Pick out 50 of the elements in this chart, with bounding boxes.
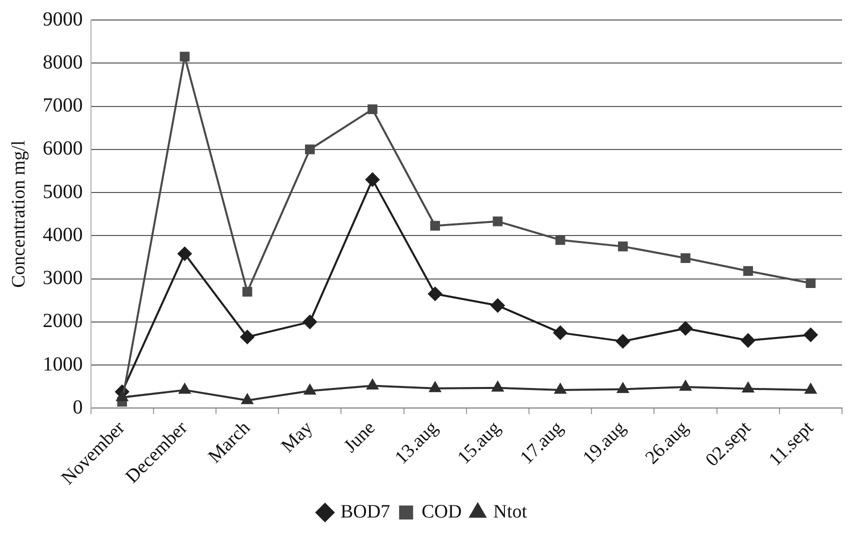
point xyxy=(742,382,754,393)
point xyxy=(618,242,628,252)
y-tick-label: 6000 xyxy=(42,138,83,160)
point xyxy=(617,382,629,393)
point xyxy=(492,381,504,392)
point xyxy=(804,384,816,394)
point xyxy=(304,384,316,395)
y-tick-label: 7000 xyxy=(42,94,83,117)
point xyxy=(178,246,192,261)
point xyxy=(806,278,816,288)
x-tick-label: May xyxy=(277,417,318,457)
point xyxy=(616,334,630,348)
point xyxy=(428,286,442,301)
point xyxy=(242,286,252,297)
point xyxy=(368,104,378,114)
y-tick-label: 1000 xyxy=(42,353,83,376)
x-tick-label: June xyxy=(340,417,380,457)
y-axis-title: Concentration mg/l xyxy=(8,140,30,288)
y-tick-label: 8000 xyxy=(42,51,83,74)
point xyxy=(429,382,441,392)
point xyxy=(492,216,503,226)
point xyxy=(305,144,315,154)
point xyxy=(180,52,190,62)
point xyxy=(554,384,566,394)
point xyxy=(240,330,254,344)
y-tick-label: 0 xyxy=(72,396,83,418)
point xyxy=(242,394,254,404)
point xyxy=(678,321,692,336)
y-tick-label: 2000 xyxy=(42,310,83,332)
point xyxy=(680,380,692,391)
point xyxy=(490,298,505,313)
point xyxy=(366,172,380,187)
point xyxy=(302,314,317,329)
point xyxy=(804,328,818,342)
point xyxy=(430,220,440,231)
legend-label: Ntot xyxy=(493,501,528,522)
point xyxy=(741,333,756,348)
point xyxy=(680,253,690,263)
point xyxy=(116,390,128,402)
y-tick-label: 9000 xyxy=(42,8,83,30)
y-tick-label: 4000 xyxy=(42,224,83,246)
point xyxy=(555,235,566,245)
point xyxy=(366,379,378,390)
y-tick-label: 3000 xyxy=(42,267,83,290)
point xyxy=(178,384,190,394)
point xyxy=(743,266,753,276)
legend-label: COD xyxy=(422,501,462,522)
y-tick-label: 5000 xyxy=(42,180,83,203)
point xyxy=(553,326,568,340)
legend-label: BOD7 xyxy=(340,501,390,522)
